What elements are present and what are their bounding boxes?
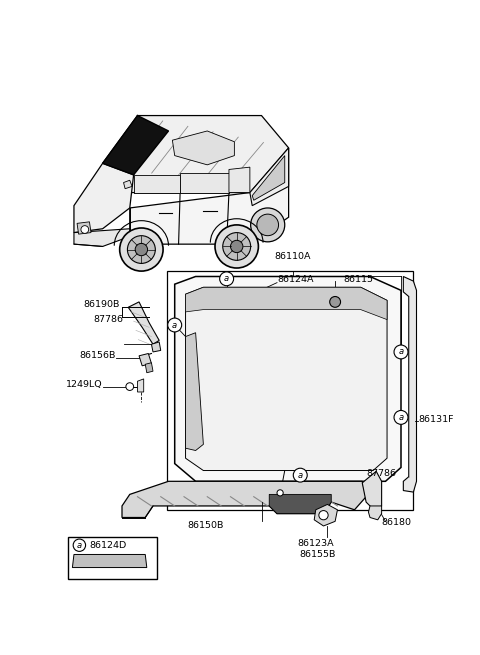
Circle shape [223, 233, 251, 260]
Circle shape [126, 383, 133, 390]
Circle shape [73, 539, 85, 552]
Text: 86110A: 86110A [274, 252, 311, 261]
Circle shape [277, 490, 283, 496]
Bar [68, 536, 157, 579]
Polygon shape [250, 148, 288, 206]
Polygon shape [269, 495, 331, 514]
Polygon shape [74, 229, 130, 246]
Polygon shape [145, 363, 153, 373]
Polygon shape [314, 504, 337, 526]
Polygon shape [74, 163, 133, 233]
Polygon shape [403, 276, 417, 492]
Circle shape [220, 272, 234, 286]
Circle shape [394, 345, 408, 359]
Circle shape [127, 236, 156, 263]
Polygon shape [122, 481, 366, 517]
Circle shape [81, 226, 89, 233]
Text: a: a [172, 320, 177, 329]
Text: a: a [398, 413, 404, 422]
Text: 86131F: 86131F [418, 415, 454, 424]
Polygon shape [186, 288, 387, 470]
Circle shape [257, 214, 278, 236]
Text: a: a [298, 471, 303, 479]
Polygon shape [172, 131, 234, 165]
Text: 86150B: 86150B [188, 521, 224, 530]
Polygon shape [252, 156, 285, 200]
Text: 86156B: 86156B [79, 351, 116, 360]
Polygon shape [130, 148, 288, 244]
Circle shape [330, 297, 340, 307]
Polygon shape [139, 354, 152, 365]
Circle shape [251, 208, 285, 242]
Polygon shape [152, 342, 161, 352]
Polygon shape [369, 506, 382, 520]
Polygon shape [77, 222, 91, 234]
Polygon shape [123, 180, 132, 189]
Bar [167, 271, 413, 510]
Polygon shape [175, 276, 401, 481]
Polygon shape [72, 555, 147, 567]
Text: 86115: 86115 [343, 275, 373, 284]
Text: 87786: 87786 [93, 315, 123, 324]
Circle shape [215, 225, 258, 268]
Text: 86190B: 86190B [83, 300, 120, 309]
Polygon shape [103, 115, 168, 175]
Circle shape [135, 244, 147, 255]
Polygon shape [186, 288, 387, 320]
Circle shape [168, 318, 181, 332]
Polygon shape [186, 333, 204, 451]
Text: a: a [224, 274, 229, 284]
Polygon shape [133, 175, 180, 193]
Text: 1249LQ: 1249LQ [66, 380, 103, 389]
Circle shape [319, 510, 328, 520]
Circle shape [394, 411, 408, 424]
Polygon shape [103, 115, 288, 193]
Polygon shape [362, 472, 382, 510]
Circle shape [293, 468, 307, 482]
Text: 86124D: 86124D [89, 541, 127, 550]
Polygon shape [229, 167, 250, 193]
Text: a: a [398, 347, 404, 356]
Text: 86123A: 86123A [298, 539, 334, 548]
Text: 86155B: 86155B [299, 550, 336, 559]
Text: 87786: 87786 [366, 469, 396, 478]
Polygon shape [180, 172, 229, 193]
Text: a: a [77, 541, 82, 550]
Polygon shape [128, 302, 159, 345]
Text: 86124A: 86124A [277, 275, 313, 284]
Text: 86180: 86180 [382, 518, 412, 527]
Circle shape [120, 228, 163, 271]
Polygon shape [137, 379, 144, 392]
Circle shape [230, 240, 243, 253]
